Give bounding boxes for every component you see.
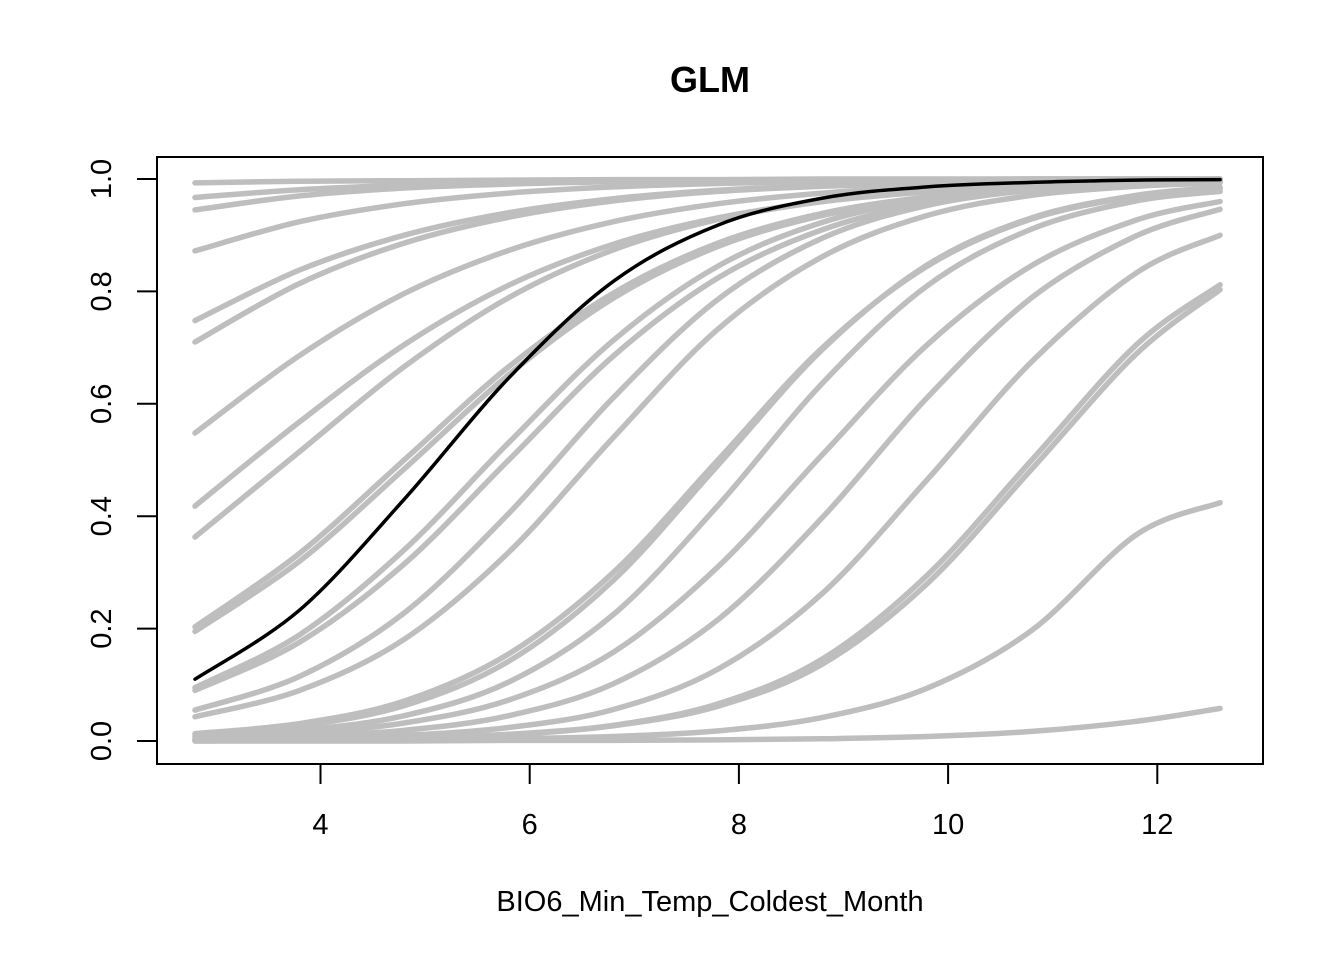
replicate-curve — [192, 198, 1223, 741]
y-axis: 0.0 0.2 0.4 0.6 0.8 1.0 — [86, 159, 158, 761]
replicate-curve — [192, 178, 1223, 540]
replicate-curve — [192, 178, 1223, 713]
x-axis-label: BIO6_Min_Temp_Coldest_Month — [496, 886, 923, 918]
x-tick-label: 12 — [1141, 809, 1173, 841]
y-tick-label: 1.0 — [86, 159, 118, 199]
replicate-curve — [192, 206, 1223, 743]
y-tick-label: 0.6 — [86, 384, 118, 424]
y-tick-label: 0.4 — [86, 496, 118, 536]
chart-title: GLM — [670, 59, 750, 100]
x-tick-label: 10 — [932, 809, 964, 841]
x-tick-label: 4 — [312, 809, 328, 841]
mean-curve — [193, 177, 1222, 681]
y-tick-label: 0.0 — [86, 721, 118, 761]
replicate-curve — [192, 188, 1223, 740]
replicate-curve — [192, 705, 1223, 744]
mean-curve-line — [193, 177, 1222, 681]
y-tick-label: 0.8 — [86, 271, 118, 311]
x-axis: 4 6 8 10 12 — [312, 763, 1173, 841]
replicate-curve — [192, 180, 1223, 720]
replicate-curves — [192, 176, 1223, 744]
y-tick-label: 0.2 — [86, 608, 118, 648]
replicate-curve — [192, 179, 1223, 694]
x-tick-label: 6 — [522, 809, 538, 841]
x-tick-label: 8 — [731, 809, 747, 841]
replicate-curve — [192, 184, 1223, 738]
